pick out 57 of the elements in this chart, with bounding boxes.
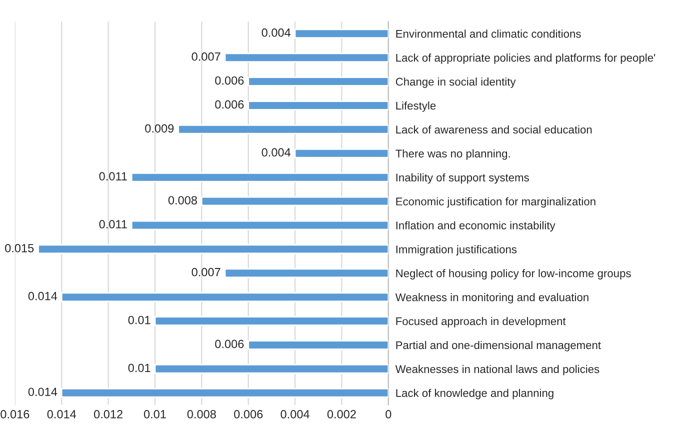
- x-tick-label: 0: [386, 410, 392, 418]
- y-tick-label: Immigration justifications: [396, 245, 517, 256]
- y-tick-label: Lifestyle: [396, 101, 436, 112]
- y-tick-label: Economic justification for marginalization: [396, 197, 596, 208]
- data-label: 0.011: [99, 172, 127, 180]
- x-tick-label: 0.008: [187, 410, 216, 418]
- y-tick-label: Lack of appropriate policies and platforms for people': [396, 54, 656, 64]
- y-tick-label: Lack of knowledge and planning: [396, 388, 554, 400]
- data-label: 0.007: [192, 52, 220, 61]
- bar: [178, 124, 388, 134]
- bar: [248, 340, 388, 350]
- data-label: 0.011: [99, 220, 127, 228]
- bar: [130, 172, 388, 182]
- data-label: 0.014: [28, 388, 58, 396]
- x-tick-label: 0.01: [144, 410, 166, 418]
- bar: [60, 292, 388, 302]
- x-tick-label: 0.016: [0, 410, 30, 418]
- bar: [154, 316, 388, 326]
- data-label: 0.014: [28, 292, 58, 300]
- data-label: 0.006: [215, 340, 244, 348]
- y-tick-label: There was no planning.: [396, 149, 510, 160]
- y-tick-label: Inability of support systems: [396, 173, 529, 184]
- y-tick-label: Neglect of housing policy for low-income groups: [396, 269, 631, 280]
- y-tick-label: Partial and one-dimensional management: [396, 340, 601, 352]
- x-tick-label: 0.014: [47, 410, 76, 418]
- bar: [60, 388, 388, 398]
- data-label: 0.007: [192, 268, 220, 276]
- data-label: 0.004: [262, 148, 291, 157]
- data-label: 0.009: [145, 124, 174, 133]
- bar: [248, 100, 388, 110]
- bar: [248, 76, 388, 86]
- data-label: 0.004: [262, 28, 291, 37]
- bar: [294, 148, 388, 158]
- bar: [130, 220, 388, 230]
- bar: [224, 268, 388, 278]
- data-label: 0.01: [128, 316, 150, 324]
- x-tick-label: 0.004: [280, 410, 310, 418]
- data-label: 0.008: [168, 196, 197, 204]
- data-label: 0.006: [215, 100, 244, 109]
- y-tick-label: Inflation and economic instability: [396, 221, 556, 232]
- bar: [224, 52, 388, 62]
- data-label: 0.006: [215, 76, 244, 85]
- y-tick-label: Environmental and climatic conditions: [396, 30, 581, 38]
- bar: [200, 196, 388, 206]
- x-tick-label: 0.012: [94, 410, 122, 418]
- data-label: 0.01: [128, 364, 150, 372]
- bar: [38, 244, 388, 254]
- bar: [294, 28, 388, 39]
- x-tick-label: 0.002: [327, 410, 356, 418]
- bar: [154, 364, 388, 374]
- y-tick-label: Change in social identity: [396, 78, 516, 88]
- y-tick-label: Focused approach in development: [396, 317, 566, 328]
- y-tick-label: Weaknesses in national laws and policies: [395, 364, 600, 376]
- data-label: 0.015: [5, 244, 34, 252]
- y-tick-label: Weakness in monitoring and evaluation: [395, 293, 588, 304]
- y-tick-label: Lack of awareness and social education: [396, 125, 592, 134]
- x-tick-label: 0.006: [234, 410, 263, 418]
